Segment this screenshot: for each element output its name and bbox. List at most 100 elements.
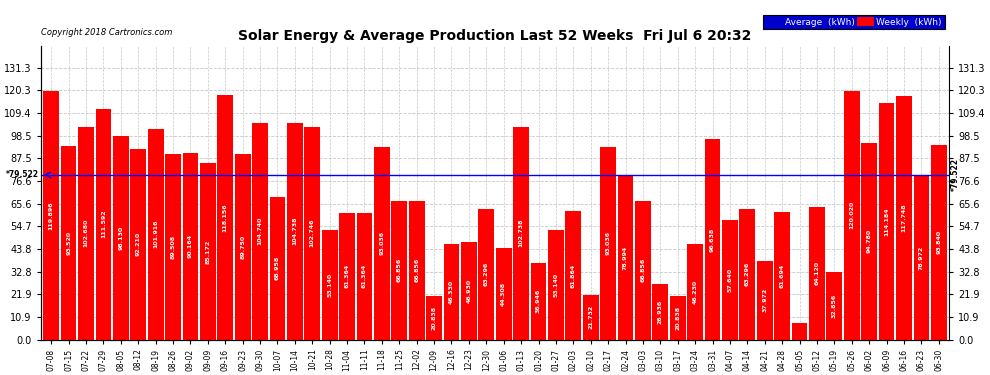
- Bar: [809, 207, 825, 339]
- Text: 118.156: 118.156: [223, 203, 228, 231]
- Bar: [914, 176, 930, 339]
- Text: 92.210: 92.210: [136, 232, 141, 256]
- Bar: [409, 201, 425, 339]
- Text: 85.172: 85.172: [205, 239, 210, 264]
- Bar: [444, 244, 459, 339]
- Text: 68.958: 68.958: [275, 256, 280, 280]
- Bar: [635, 201, 650, 339]
- Bar: [305, 127, 320, 339]
- Bar: [218, 95, 233, 339]
- Text: 63.296: 63.296: [484, 262, 489, 286]
- Text: 78.972: 78.972: [919, 246, 924, 270]
- Bar: [356, 213, 372, 339]
- Text: 78.994: 78.994: [623, 246, 628, 270]
- Legend: Average  (kWh), Weekly  (kWh): Average (kWh), Weekly (kWh): [763, 15, 944, 29]
- Bar: [461, 242, 477, 339]
- Text: 61.364: 61.364: [345, 264, 349, 288]
- Text: 20.838: 20.838: [432, 306, 437, 330]
- Bar: [287, 123, 303, 339]
- Bar: [478, 209, 494, 339]
- Text: 90.164: 90.164: [188, 234, 193, 258]
- Text: *79.522: *79.522: [951, 158, 960, 191]
- Text: 61.364: 61.364: [362, 264, 367, 288]
- Bar: [879, 103, 894, 339]
- Bar: [391, 201, 407, 339]
- Text: 96.638: 96.638: [710, 227, 715, 252]
- Text: 114.184: 114.184: [884, 207, 889, 236]
- Bar: [182, 153, 198, 339]
- Text: 104.740: 104.740: [257, 217, 262, 245]
- Text: 53.140: 53.140: [327, 273, 333, 297]
- Text: 102.738: 102.738: [519, 219, 524, 248]
- Bar: [148, 129, 163, 339]
- Text: 36.946: 36.946: [536, 289, 541, 314]
- Text: 66.856: 66.856: [641, 258, 645, 282]
- Bar: [340, 213, 355, 339]
- Text: 37.972: 37.972: [762, 288, 767, 312]
- Text: 94.780: 94.780: [866, 230, 871, 254]
- Bar: [600, 147, 616, 339]
- Bar: [757, 261, 772, 339]
- Text: 89.508: 89.508: [170, 235, 175, 259]
- Title: Solar Energy & Average Production Last 52 Weeks  Fri Jul 6 20:32: Solar Energy & Average Production Last 5…: [239, 29, 751, 43]
- Text: 57.640: 57.640: [728, 268, 733, 292]
- Bar: [670, 296, 685, 339]
- Bar: [687, 244, 703, 339]
- Text: 102.680: 102.680: [83, 219, 88, 248]
- Bar: [740, 209, 755, 339]
- Text: 46.330: 46.330: [449, 279, 454, 304]
- Text: 119.896: 119.896: [49, 201, 53, 230]
- Text: 46.230: 46.230: [693, 280, 698, 304]
- Bar: [235, 154, 250, 339]
- Text: 98.130: 98.130: [119, 226, 124, 250]
- Text: 120.020: 120.020: [849, 201, 854, 229]
- Text: 111.592: 111.592: [101, 210, 106, 238]
- Text: 117.748: 117.748: [902, 203, 907, 232]
- Text: 64.120: 64.120: [815, 261, 820, 285]
- Bar: [618, 176, 634, 339]
- Text: 53.140: 53.140: [553, 273, 558, 297]
- Bar: [722, 220, 738, 339]
- Bar: [374, 147, 390, 339]
- Bar: [200, 163, 216, 339]
- Bar: [96, 108, 111, 339]
- Text: 61.694: 61.694: [780, 264, 785, 288]
- Text: 46.930: 46.930: [466, 279, 471, 303]
- Text: 20.838: 20.838: [675, 306, 680, 330]
- Bar: [60, 146, 76, 339]
- Bar: [705, 140, 721, 339]
- Text: 104.738: 104.738: [292, 217, 297, 245]
- Text: 26.936: 26.936: [657, 300, 663, 324]
- Bar: [78, 127, 94, 339]
- Text: 93.840: 93.840: [937, 230, 941, 255]
- Text: 66.856: 66.856: [414, 258, 419, 282]
- Text: 21.732: 21.732: [588, 305, 593, 329]
- Text: 93.520: 93.520: [66, 231, 71, 255]
- Text: Copyright 2018 Cartronics.com: Copyright 2018 Cartronics.com: [41, 28, 172, 37]
- Bar: [427, 296, 442, 339]
- Bar: [548, 230, 563, 339]
- Bar: [531, 263, 546, 339]
- Text: 93.036: 93.036: [379, 231, 384, 255]
- Text: 89.750: 89.750: [241, 235, 246, 259]
- Bar: [513, 127, 529, 339]
- Bar: [496, 248, 512, 339]
- Bar: [113, 136, 129, 339]
- Bar: [165, 154, 181, 339]
- Bar: [322, 230, 338, 339]
- Bar: [827, 272, 842, 339]
- Bar: [583, 294, 599, 339]
- Bar: [896, 96, 912, 339]
- Bar: [252, 123, 268, 339]
- Bar: [843, 91, 859, 339]
- Text: 32.856: 32.856: [832, 293, 837, 318]
- Text: 66.856: 66.856: [397, 258, 402, 282]
- Bar: [774, 212, 790, 339]
- Bar: [269, 197, 285, 339]
- Bar: [792, 323, 808, 339]
- Bar: [931, 145, 946, 339]
- Text: 93.036: 93.036: [606, 231, 611, 255]
- Bar: [861, 143, 877, 339]
- Bar: [131, 148, 147, 339]
- Text: 61.864: 61.864: [571, 263, 576, 288]
